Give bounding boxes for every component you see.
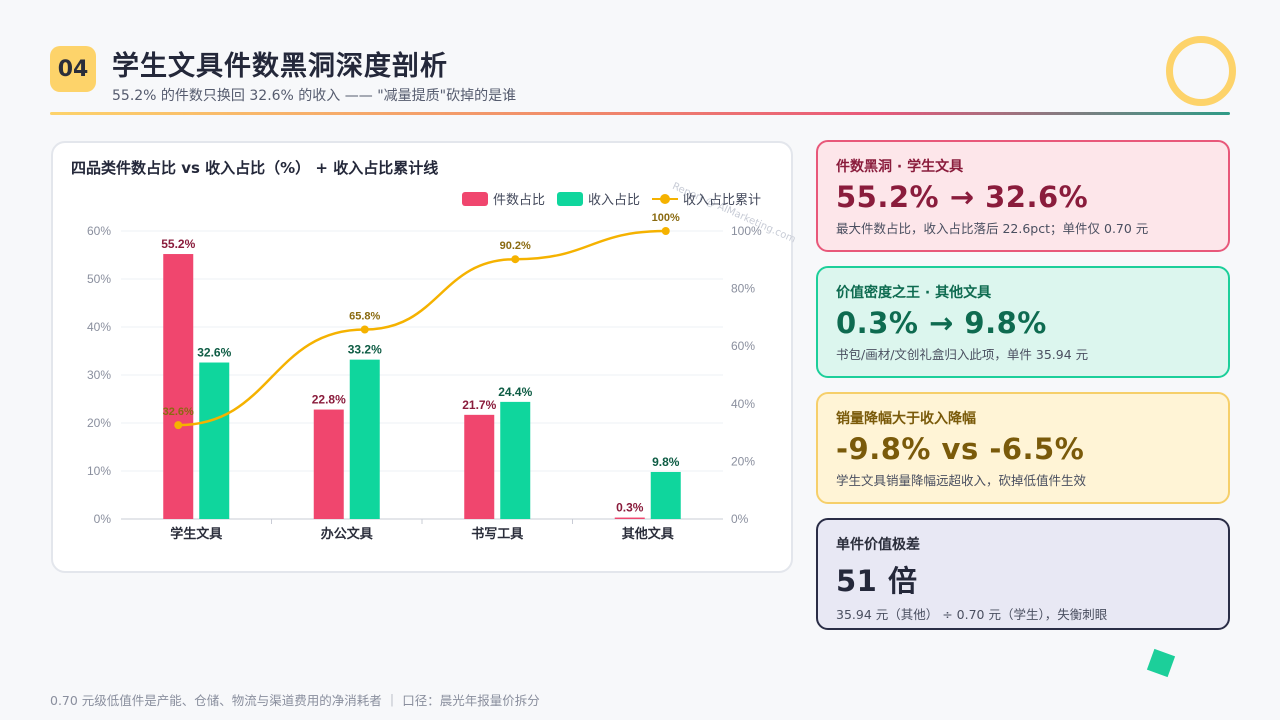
y-tick-label-left: 30%	[87, 368, 111, 382]
cumulative-data-label: 90.2%	[500, 240, 531, 252]
legend-label-count-share: 件数占比	[492, 193, 545, 208]
page-title: 学生文具件数黑洞深度剖析	[112, 51, 448, 82]
y-tick-label-right: 80%	[731, 282, 755, 296]
card-value: 51 倍	[836, 564, 918, 598]
legend-item-revenue-share: 收入占比	[556, 189, 640, 208]
bar-revenue-share	[650, 471, 681, 519]
y-tick-label-right: 60%	[731, 339, 755, 353]
cumulative-point	[661, 227, 670, 235]
y-tick-label-left: 40%	[87, 320, 111, 334]
decorative-ring	[1166, 36, 1236, 106]
y-tick-label-left: 50%	[87, 272, 111, 286]
card-note: 书包/画材/文创礼盒归入此项，单件 35.94 元	[836, 347, 1089, 362]
legend-item-cumulative: 收入占比累计	[651, 189, 761, 208]
header-divider	[50, 112, 1230, 115]
y-tick-label-right: 100%	[731, 224, 762, 238]
y-tick-label-right: 20%	[731, 454, 755, 468]
legend-swatch-revenue-share	[556, 191, 583, 206]
bar-data-label: 9.8%	[652, 455, 680, 469]
card-value: 55.2% → 32.6%	[836, 180, 1089, 214]
footer-note: 0.70 元级低值件是产能、仓储、物流与渠道费用的净消耗者 ｜ 口径：晨光年报量…	[50, 693, 540, 708]
legend-label-cumulative: 收入占比累计	[682, 193, 761, 208]
card-note: 35.94 元（其他） ÷ 0.70 元（学生），失衡刺眼	[836, 607, 1108, 622]
cumulative-point	[360, 325, 369, 334]
y-tick-label-left: 60%	[87, 224, 111, 238]
legend-swatch-count-share	[461, 191, 488, 206]
insight-card-unit-value-gap: 单件价值极差 51 倍 35.94 元（其他） ÷ 0.70 元（学生），失衡刺…	[816, 518, 1230, 630]
bar-data-label: 55.2%	[161, 237, 195, 251]
bar-data-label: 21.7%	[462, 398, 496, 412]
x-tick-label: 办公文具	[321, 526, 373, 541]
bar-data-label: 32.6%	[197, 346, 231, 360]
page-subtitle: 55.2% 的件数只换回 32.6% 的收入 —— "减量提质"砍掉的是谁	[112, 88, 517, 104]
insight-card-volume-decline: 销量降幅大于收入降幅 -9.8% vs -6.5% 学生文具销量降幅远超收入，砍…	[816, 392, 1230, 504]
y-tick-label-left: 0%	[94, 512, 112, 526]
cumulative-data-label: 100%	[652, 212, 680, 224]
insight-card-other-stationery: 价值密度之王 · 其他文具 0.3% → 9.8% 书包/画材/文创礼盒归入此项…	[816, 266, 1230, 378]
bar-count-share	[163, 254, 194, 519]
x-tick-label: 书写工具	[471, 526, 523, 541]
bar-count-share	[464, 414, 495, 519]
x-tick-label: 学生文具	[170, 526, 222, 541]
cumulative-point	[174, 421, 183, 430]
y-tick-label-left: 10%	[87, 464, 111, 478]
chart-card: 四品类件数占比 vs 收入占比（%） + 收入占比累计线 Report @ AI…	[51, 141, 797, 573]
bar-count-share	[614, 517, 645, 519]
cumulative-point	[511, 255, 520, 264]
cumulative-line	[178, 229, 666, 427]
combo-chart: 0% 10% 20% 30% 40% 50% 60% 0% 20% 40% 60% 80% 100% 学生…	[87, 212, 762, 541]
cumulative-data-label: 32.6%	[163, 406, 194, 418]
bar-revenue-share	[500, 401, 531, 519]
bar-data-label: 0.3%	[616, 501, 644, 515]
card-note: 学生文具销量降幅远超收入，砍掉低值件生效	[836, 473, 1087, 488]
page-number-badge: 04	[50, 46, 96, 92]
cumulative-data-label: 65.8%	[349, 310, 380, 322]
bar-data-label: 24.4%	[498, 385, 532, 399]
bar-revenue-share	[199, 362, 230, 519]
x-tick-label: 其他文具	[622, 526, 674, 541]
legend-item-count-share: 件数占比	[461, 189, 545, 208]
chart-legend: 件数占比 收入占比 收入占比累计	[461, 189, 761, 208]
bar-count-share	[313, 409, 344, 519]
bar-revenue-share	[349, 359, 380, 519]
y-tick-label-right: 40%	[731, 397, 755, 411]
y-tick-label-left: 20%	[87, 416, 111, 430]
bar-data-label: 33.2%	[348, 343, 382, 357]
legend-label-revenue-share: 收入占比	[587, 193, 640, 208]
card-label: 件数黑洞 · 学生文具	[836, 159, 964, 175]
y-tick-label-right: 0%	[731, 512, 749, 526]
card-label: 销量降幅大于收入降幅	[836, 411, 976, 427]
chart-title: 四品类件数占比 vs 收入占比（%） + 收入占比累计线	[71, 159, 439, 177]
card-note: 最大件数占比，收入占比落后 22.6pct；单件仅 0.70 元	[836, 221, 1149, 236]
card-value: -9.8% vs -6.5%	[836, 432, 1085, 466]
decorative-diamond	[1146, 648, 1176, 678]
card-label: 价值密度之王 · 其他文具	[836, 285, 992, 301]
card-label: 单件价值极差	[836, 537, 920, 553]
card-value: 0.3% → 9.8%	[836, 306, 1047, 340]
insight-card-student-stationery: 件数黑洞 · 学生文具 55.2% → 32.6% 最大件数占比，收入占比落后 …	[816, 140, 1230, 252]
legend-swatch-cumulative	[651, 192, 678, 206]
bar-data-label: 22.8%	[312, 393, 346, 407]
